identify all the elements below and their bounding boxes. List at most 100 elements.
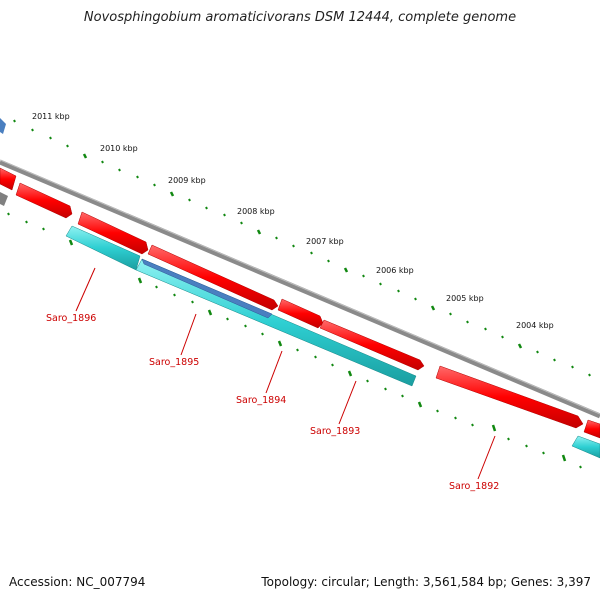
scale-dot — [366, 379, 369, 383]
scale-dot — [173, 293, 176, 297]
gene-arrow-forward[interactable] — [277, 298, 324, 329]
gene-arrow-forward[interactable] — [147, 244, 279, 311]
scale-major-tick — [82, 153, 88, 159]
scale-dot — [484, 327, 487, 331]
scale-dot — [7, 212, 10, 216]
gene-label-leaders — [75, 267, 496, 480]
scale-dot — [275, 236, 278, 240]
scale-dot — [542, 451, 545, 455]
scale-label: 2007 kbp — [306, 237, 344, 246]
gene-arrow-reverse-selected[interactable] — [141, 258, 273, 319]
gene-arrow-forward[interactable] — [583, 419, 600, 439]
scale-dot — [331, 363, 334, 367]
gene-arrow-forward[interactable] — [77, 211, 149, 255]
gene-labels: Saro_1896 Saro_1895 Saro_1894 Saro_1893 … — [46, 313, 499, 492]
scale-dot — [471, 423, 474, 427]
scale-dot — [588, 373, 591, 377]
scale-dot — [414, 297, 417, 301]
scale-labels: 2011 kbp 2010 kbp 2009 kbp 2008 kbp 2007… — [32, 112, 554, 330]
scale-dot — [454, 416, 457, 420]
scale-dot — [261, 332, 264, 336]
scale-major-tick — [137, 277, 143, 284]
title: Novosphingobium aromaticivorans DSM 1244… — [83, 10, 517, 25]
accession-label: Accession: NC_007794 — [9, 575, 146, 589]
scale-dot — [449, 312, 452, 316]
inner-scale-ticks — [7, 212, 582, 469]
outer-scale-ticks — [13, 119, 591, 377]
scale-dot — [379, 282, 382, 286]
scale-dot — [226, 317, 229, 321]
scale-major-tick — [68, 239, 74, 246]
scale-dot — [205, 206, 208, 210]
scale-dot — [240, 221, 243, 225]
scale-dot — [397, 289, 400, 293]
genome-summary: Topology: circular; Length: 3,561,584 bp… — [261, 575, 591, 589]
scale-dot — [118, 168, 121, 172]
scale-dot — [66, 144, 69, 148]
gene-label[interactable]: Saro_1893 — [310, 426, 360, 437]
scale-dot — [501, 335, 504, 339]
scale-dot — [571, 365, 574, 369]
scale-label: 2008 kbp — [237, 207, 275, 216]
gene-label[interactable]: Saro_1895 — [149, 357, 199, 368]
scale-dot — [296, 348, 299, 352]
scale-major-tick — [277, 340, 283, 347]
scale-dot — [49, 136, 52, 140]
reverse-genes — [65, 225, 600, 459]
scale-dot — [507, 437, 510, 441]
gene-label[interactable]: Saro_1896 — [46, 313, 96, 324]
scale-dot — [223, 213, 226, 217]
scale-dot — [310, 251, 313, 255]
scale-dot — [536, 350, 539, 354]
scale-label: 2005 kbp — [446, 294, 484, 303]
gene-arrow-reverse[interactable] — [65, 225, 141, 271]
backbone — [0, 159, 600, 419]
scale-major-tick — [517, 343, 523, 349]
forward-genes — [15, 182, 600, 439]
scale-label: 2011 kbp — [32, 112, 70, 121]
scale-dot — [401, 394, 404, 398]
scale-major-tick — [169, 191, 175, 197]
scale-dot — [244, 324, 247, 328]
gene-arrow-forward[interactable] — [435, 365, 584, 429]
scale-dot — [384, 387, 387, 391]
scale-dot — [292, 244, 295, 248]
offscreen-features — [0, 118, 17, 206]
gene-label[interactable]: Saro_1892 — [449, 481, 499, 492]
scale-label: 2010 kbp — [100, 144, 138, 153]
scale-major-tick — [491, 424, 497, 432]
scale-dot — [153, 183, 156, 187]
scale-dot — [188, 198, 191, 202]
scale-major-tick — [256, 229, 262, 235]
gene-arrow-forward[interactable] — [15, 182, 73, 219]
scale-dot — [191, 300, 194, 304]
scale-major-tick — [417, 401, 423, 408]
scale-dot — [101, 160, 104, 164]
scale-label: 2009 kbp — [168, 176, 206, 185]
scale-dot — [42, 227, 45, 231]
scale-dot — [436, 409, 439, 413]
scale-dot — [579, 465, 582, 469]
scale-major-tick — [430, 305, 436, 311]
scale-dot — [327, 259, 330, 263]
gene-arrow-reverse[interactable] — [571, 435, 600, 459]
scale-dot — [553, 358, 556, 362]
scale-major-tick — [343, 267, 349, 273]
scale-dot — [155, 285, 158, 289]
scale-dot — [466, 320, 469, 324]
scale-dot — [136, 175, 139, 179]
scale-dot — [13, 119, 16, 123]
gene-label[interactable]: Saro_1894 — [236, 395, 286, 406]
scale-major-tick — [207, 309, 213, 316]
scale-dot — [25, 220, 28, 224]
scale-dot — [31, 128, 34, 132]
scale-major-tick — [347, 370, 353, 377]
scale-major-tick — [561, 454, 567, 462]
scale-dot — [314, 355, 317, 359]
gene-arrow-forward[interactable] — [319, 319, 425, 371]
scale-label: 2004 kbp — [516, 321, 554, 330]
scale-dot — [362, 274, 365, 278]
scale-label: 2006 kbp — [376, 266, 414, 275]
scale-dot — [525, 444, 528, 448]
